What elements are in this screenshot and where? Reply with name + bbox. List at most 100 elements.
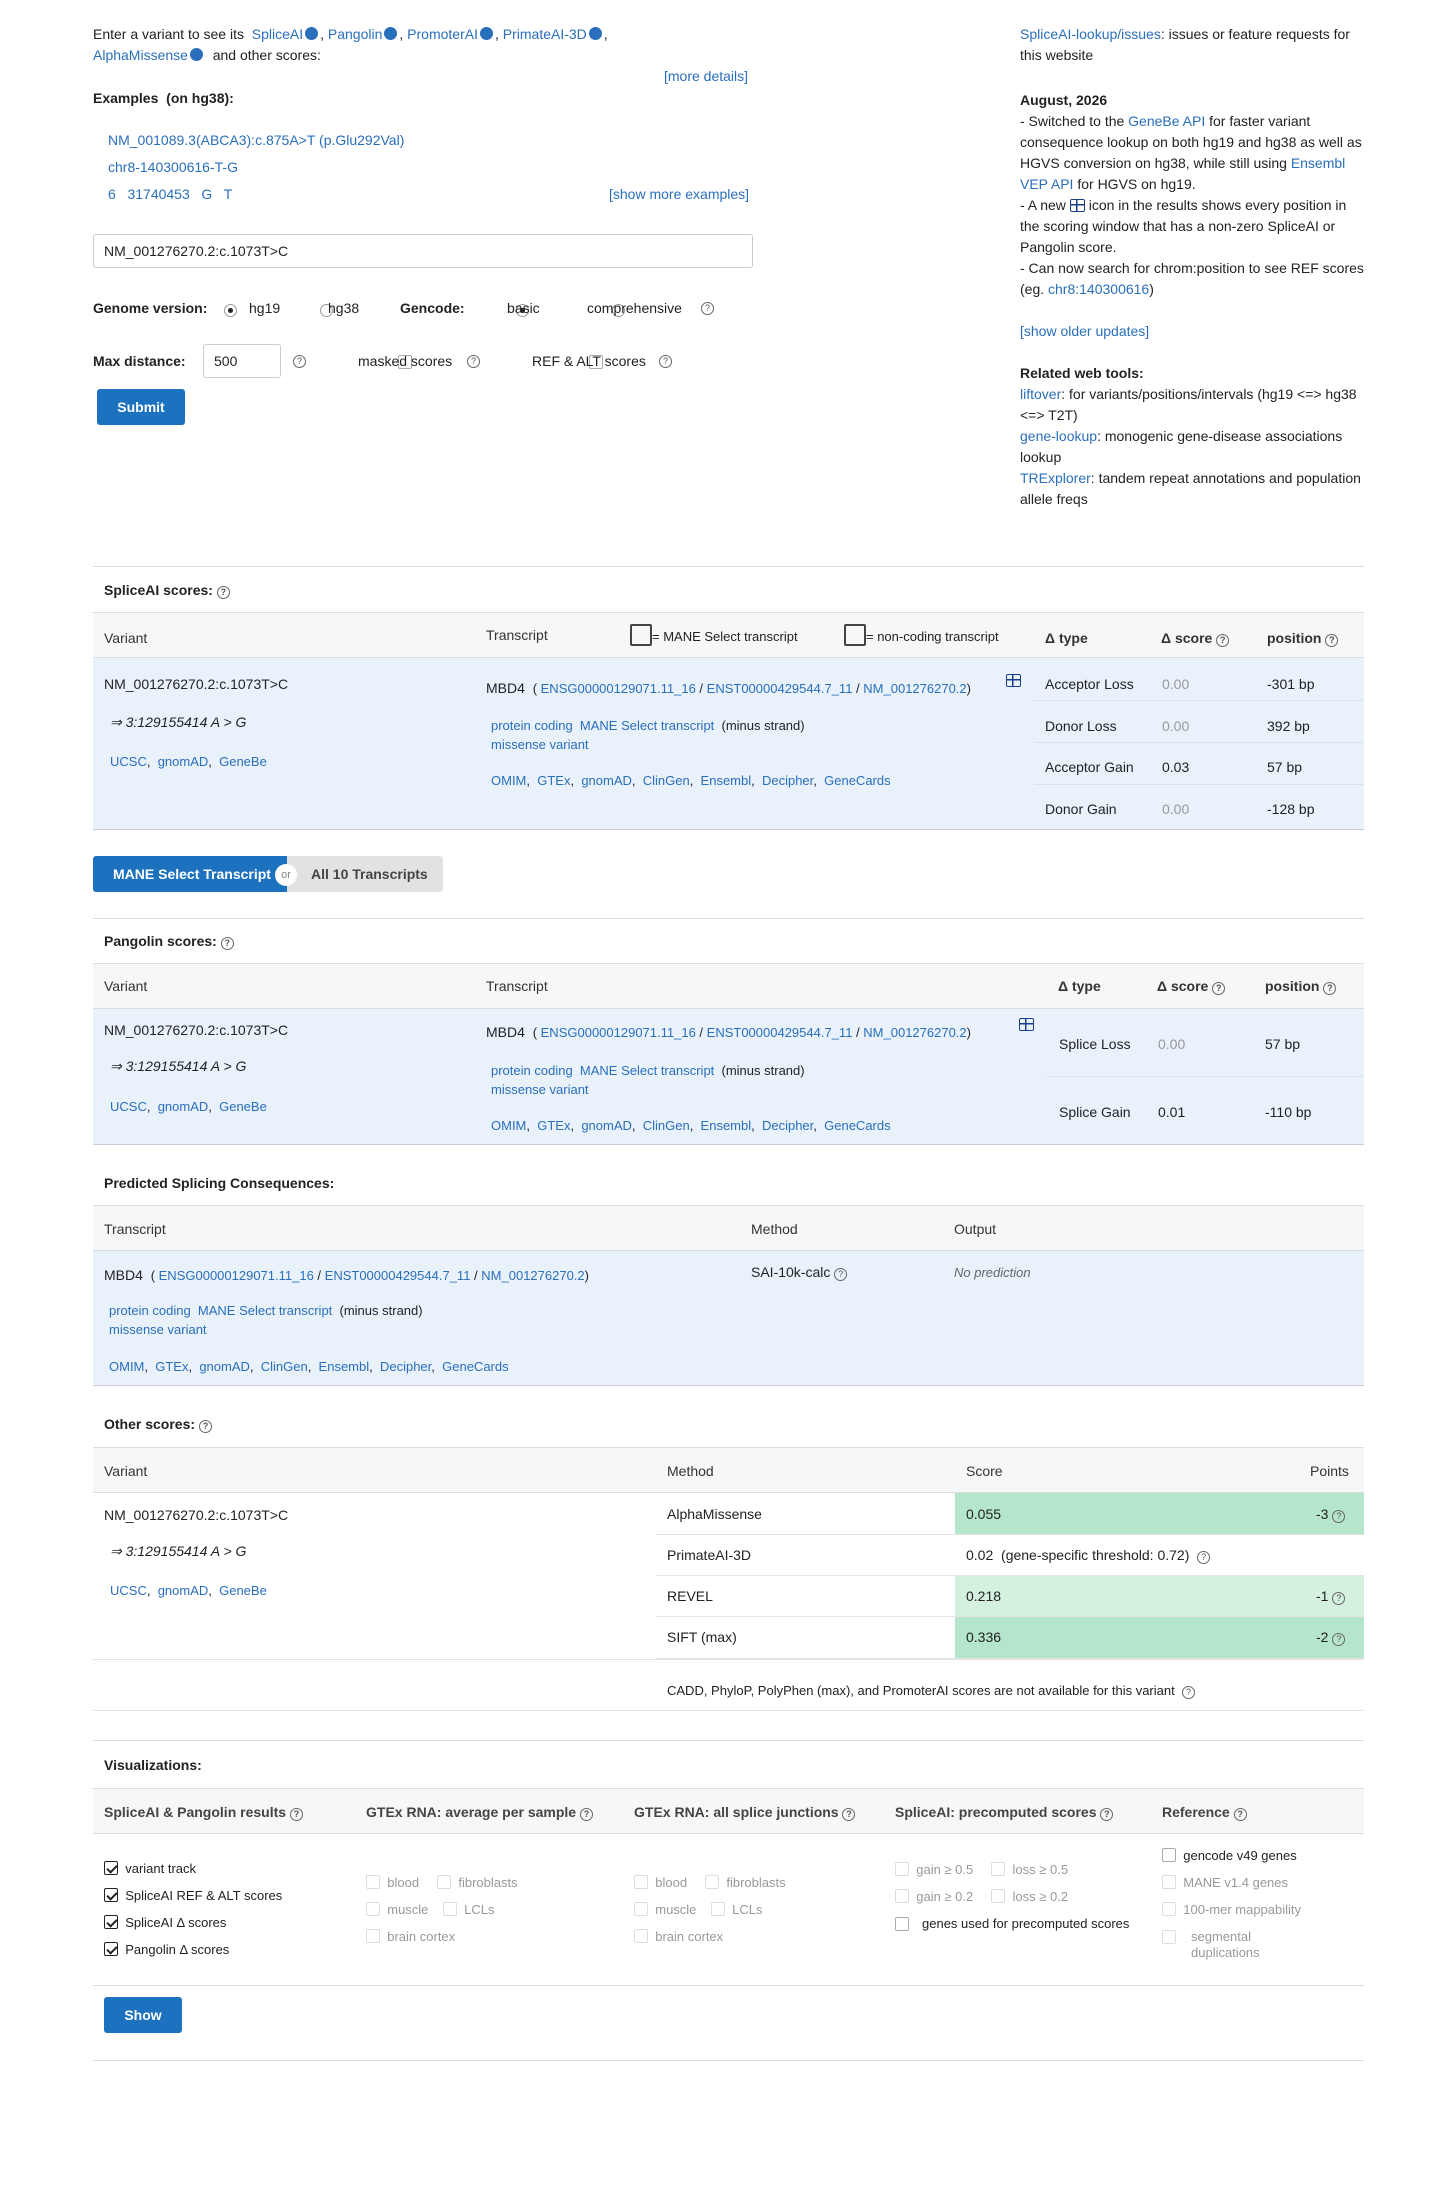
fibroblasts-checkbox[interactable] bbox=[705, 1875, 720, 1889]
help-icon[interactable]: ? bbox=[834, 1268, 848, 1281]
masked-scores-checkbox[interactable] bbox=[397, 355, 412, 369]
clingen-link[interactable]: ClinGen bbox=[260, 1359, 308, 1374]
help-icon[interactable]: ? bbox=[1332, 1510, 1346, 1523]
enst-link[interactable]: ENST00000429544.7_11 bbox=[706, 1025, 853, 1040]
show-more-examples-link[interactable]: [show more examples] bbox=[609, 186, 750, 202]
genecards-link[interactable]: GeneCards bbox=[824, 1118, 891, 1133]
genebe-link[interactable]: GeneBe bbox=[219, 754, 267, 769]
help-icon[interactable]: ? bbox=[198, 1420, 212, 1433]
help-icon[interactable]: ? bbox=[579, 1808, 593, 1821]
brain-cortex-checkbox[interactable] bbox=[634, 1929, 648, 1943]
help-icon[interactable]: ? bbox=[1212, 982, 1226, 995]
ensg-link[interactable]: ENSG00000129071.11_16 bbox=[540, 681, 696, 696]
decipher-link[interactable]: Decipher bbox=[761, 1118, 814, 1133]
gnomad-link[interactable]: gnomAD bbox=[157, 1583, 209, 1598]
mane-transcript-toggle[interactable]: MANE Select Transcript bbox=[93, 856, 287, 892]
variant-track-checkbox[interactable] bbox=[104, 1861, 118, 1875]
example-1[interactable]: NM_001089.3(ABCA3):c.875A>T (p.Glu292Val… bbox=[108, 132, 405, 148]
liftover-link[interactable]: liftover bbox=[1020, 386, 1062, 402]
decipher-link[interactable]: Decipher bbox=[379, 1359, 432, 1374]
ucsc-link[interactable]: UCSC bbox=[110, 1099, 147, 1114]
help-icon[interactable]: ? bbox=[289, 1808, 303, 1821]
ensembl-link[interactable]: Ensembl bbox=[318, 1359, 370, 1374]
clingen-link[interactable]: ClinGen bbox=[642, 1118, 690, 1133]
table-icon[interactable] bbox=[1006, 674, 1021, 687]
muscle-checkbox[interactable] bbox=[634, 1902, 648, 1916]
alphamissense-link[interactable]: AlphaMissense bbox=[93, 47, 188, 63]
spliceai-link[interactable]: SpliceAI bbox=[251, 26, 304, 42]
submit-button[interactable]: Submit bbox=[97, 389, 185, 425]
show-older-updates-link[interactable]: [show older updates] bbox=[1020, 323, 1150, 339]
github-icon[interactable] bbox=[588, 27, 602, 40]
clingen-link[interactable]: ClinGen bbox=[642, 773, 690, 788]
help-icon[interactable]: ? bbox=[1323, 982, 1337, 995]
ensg-link[interactable]: ENSG00000129071.11_16 bbox=[540, 1025, 696, 1040]
enst-link[interactable]: ENST00000429544.7_11 bbox=[706, 681, 853, 696]
help-icon[interactable]: ? bbox=[216, 586, 230, 599]
search-input[interactable]: NM_001276270.2:c.1073T>C bbox=[93, 234, 753, 268]
ensg-link[interactable]: ENSG00000129071.11_16 bbox=[158, 1268, 314, 1283]
example-2[interactable]: chr8-140300616-T-G bbox=[108, 159, 238, 175]
comprehensive-radio[interactable] bbox=[611, 304, 625, 317]
nm-link[interactable]: NM_001276270.2 bbox=[863, 1025, 967, 1040]
ensembl-link[interactable]: Ensembl bbox=[700, 1118, 752, 1133]
gnomad-link[interactable]: gnomAD bbox=[581, 1118, 632, 1133]
loss-02-checkbox[interactable] bbox=[991, 1889, 1006, 1903]
decipher-link[interactable]: Decipher bbox=[761, 773, 814, 788]
nm-link[interactable]: NM_001276270.2 bbox=[863, 681, 967, 696]
gain-05-checkbox[interactable] bbox=[895, 1862, 909, 1876]
github-icon[interactable] bbox=[384, 27, 398, 40]
segdup-checkbox[interactable] bbox=[1162, 1930, 1176, 1944]
gnomad-link[interactable]: gnomAD bbox=[157, 1099, 209, 1114]
chrom-pos-example-link[interactable]: chr8:140300616 bbox=[1048, 281, 1150, 297]
nm-link[interactable]: NM_001276270.2 bbox=[481, 1268, 585, 1283]
gtex-link[interactable]: GTEx bbox=[537, 1118, 571, 1133]
gtex-link[interactable]: GTEx bbox=[155, 1359, 189, 1374]
mane-genes-checkbox[interactable] bbox=[1162, 1875, 1176, 1889]
help-icon[interactable]: ? bbox=[1233, 1808, 1247, 1821]
help-icon[interactable]: ? bbox=[1325, 634, 1339, 647]
help-icon[interactable]: ? bbox=[842, 1808, 856, 1821]
muscle-checkbox[interactable] bbox=[366, 1902, 380, 1916]
spliceai-delta-checkbox[interactable] bbox=[104, 1915, 118, 1929]
spliceai-ref-alt-checkbox[interactable] bbox=[104, 1888, 118, 1902]
enst-link[interactable]: ENST00000429544.7_11 bbox=[324, 1268, 471, 1283]
precomputed-genes-checkbox[interactable] bbox=[895, 1917, 909, 1931]
fibroblasts-checkbox[interactable] bbox=[437, 1875, 452, 1889]
github-icon[interactable] bbox=[305, 27, 319, 40]
gnomad-link[interactable]: gnomAD bbox=[581, 773, 632, 788]
loss-05-checkbox[interactable] bbox=[991, 1862, 1006, 1876]
genecards-link[interactable]: GeneCards bbox=[442, 1359, 509, 1374]
promoterai-link[interactable]: PromoterAI bbox=[407, 26, 478, 42]
omim-link[interactable]: OMIM bbox=[491, 773, 527, 788]
brain-cortex-checkbox[interactable] bbox=[366, 1929, 380, 1943]
help-icon[interactable]: ? bbox=[293, 355, 306, 368]
help-icon[interactable]: ? bbox=[1197, 1551, 1211, 1564]
mappability-checkbox[interactable] bbox=[1162, 1902, 1176, 1916]
issues-link[interactable]: SpliceAI-lookup/issues bbox=[1020, 26, 1161, 42]
hg19-radio[interactable] bbox=[224, 304, 237, 317]
basic-radio[interactable] bbox=[515, 304, 529, 317]
max-distance-input[interactable]: 500 bbox=[203, 344, 281, 378]
gtex-link[interactable]: GTEx bbox=[537, 773, 571, 788]
omim-link[interactable]: OMIM bbox=[491, 1118, 527, 1133]
gencode-checkbox[interactable] bbox=[1162, 1848, 1176, 1862]
pangolin-link[interactable]: Pangolin bbox=[327, 26, 383, 42]
omim-link[interactable]: OMIM bbox=[109, 1359, 145, 1374]
ensembl-vep-link[interactable]: Ensembl VEP API bbox=[1020, 155, 1346, 192]
lcls-checkbox[interactable] bbox=[710, 1902, 725, 1916]
show-button[interactable]: Show bbox=[104, 1997, 182, 2033]
help-icon[interactable]: ? bbox=[1332, 1633, 1346, 1646]
gain-02-checkbox[interactable] bbox=[895, 1889, 909, 1903]
hg38-radio[interactable] bbox=[319, 304, 333, 317]
github-icon[interactable] bbox=[479, 27, 493, 40]
lcls-checkbox[interactable] bbox=[442, 1902, 457, 1916]
gnomad-link[interactable]: gnomAD bbox=[199, 1359, 250, 1374]
all-transcripts-toggle[interactable]: All 10 Transcripts bbox=[287, 856, 443, 892]
help-icon[interactable]: ? bbox=[1100, 1808, 1114, 1821]
ucsc-link[interactable]: UCSC bbox=[110, 754, 147, 769]
help-icon[interactable]: ? bbox=[1216, 634, 1230, 647]
help-icon[interactable]: ? bbox=[701, 302, 714, 315]
gnomad-link[interactable]: gnomAD bbox=[157, 754, 209, 769]
gene-lookup-link[interactable]: gene-lookup bbox=[1020, 428, 1098, 444]
